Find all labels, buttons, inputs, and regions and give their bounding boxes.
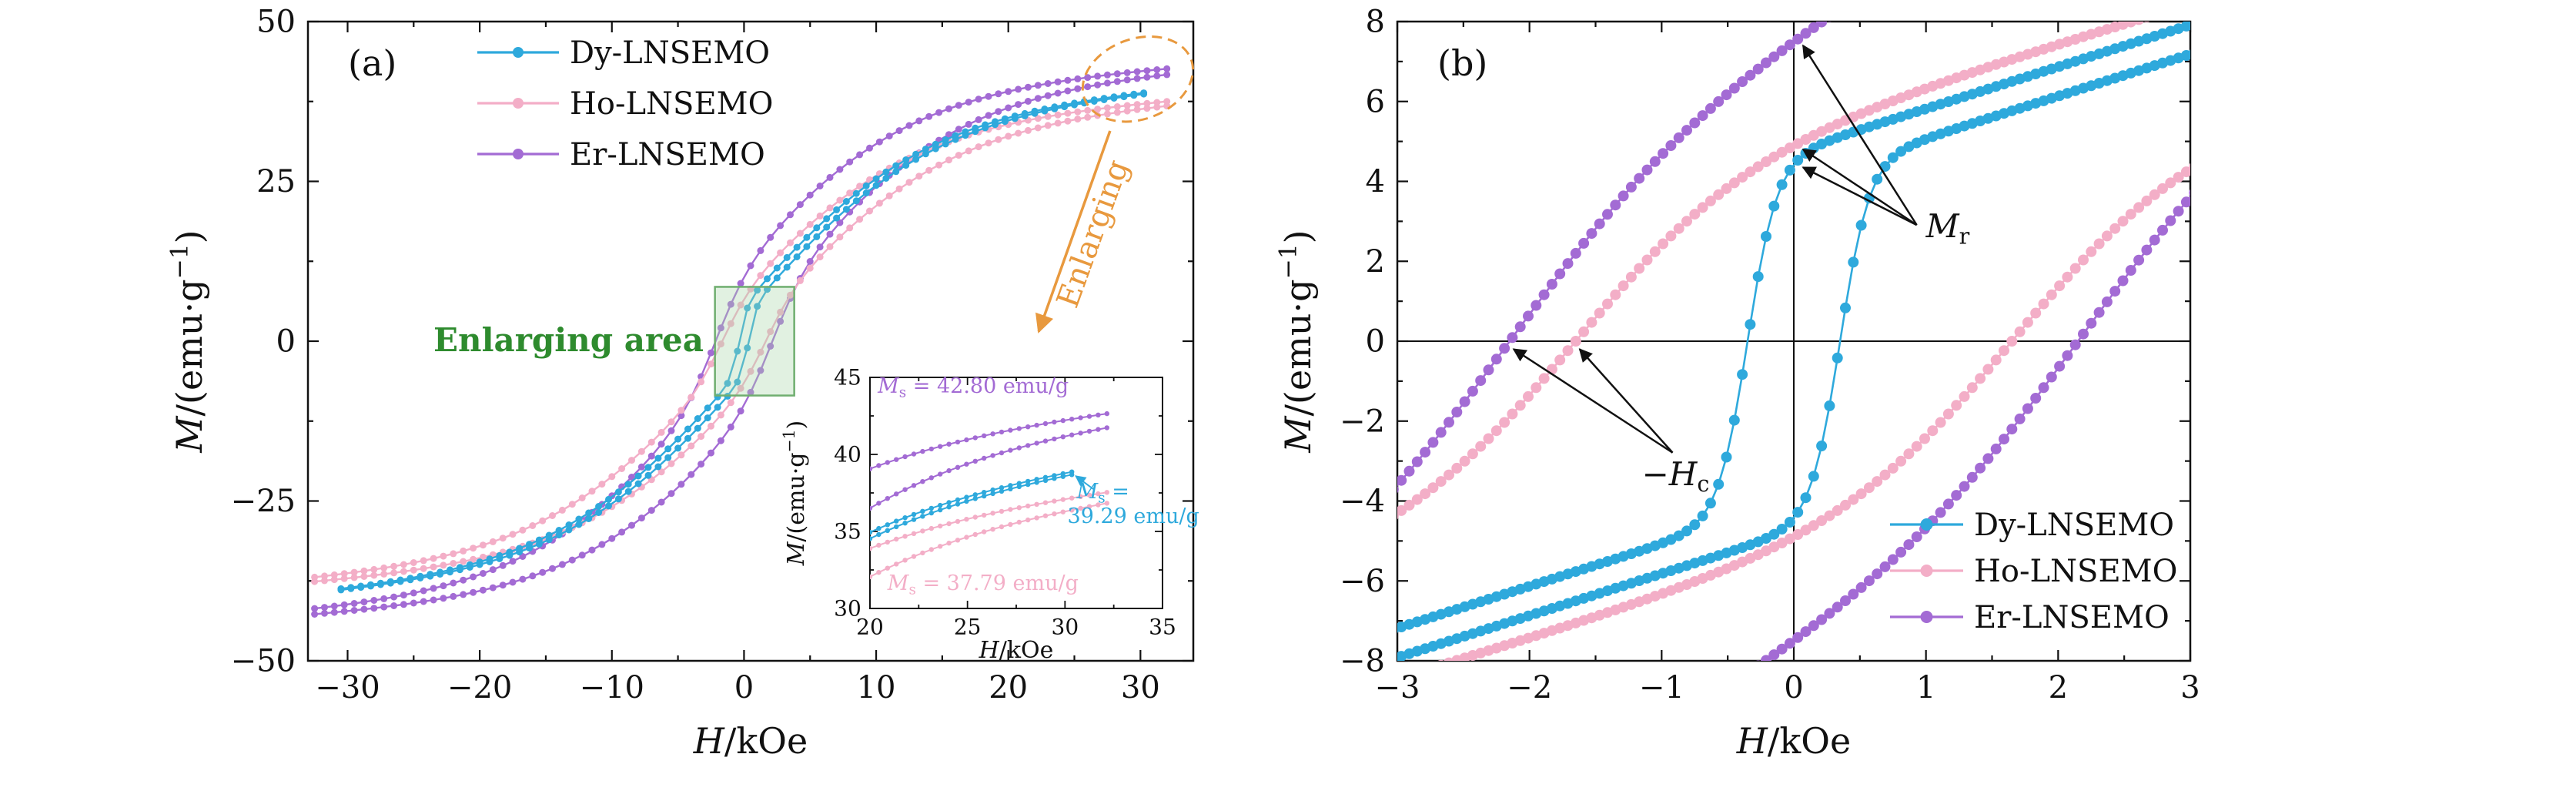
legend-label: Ho-LNSEMO <box>1974 554 2177 589</box>
y-tick-label: −25 <box>231 484 296 519</box>
inset-x-axis-label: H/kOe <box>979 637 1054 664</box>
y-tick-label: 8 <box>1366 5 1385 40</box>
inset-ms-annotation: Ms = 42.80 emu/g <box>877 374 1069 400</box>
mr-arrow <box>1802 44 1918 226</box>
enlarging-arrow <box>1035 130 1112 333</box>
series-dy-lnsemo-ascending-branch <box>1397 49 2190 661</box>
panel-label-a: (a) <box>348 42 396 84</box>
x-tick-label: −2 <box>1507 670 1552 705</box>
enlarging-area-box <box>714 286 795 397</box>
legend-item-er-lnsemo: Er-LNSEMO <box>477 137 765 173</box>
legend-item-er-lnsemo: Er-LNSEMO <box>1890 600 2170 635</box>
x-tick-label: 25 <box>954 615 982 640</box>
legend-label: Er-LNSEMO <box>570 137 765 173</box>
series-dy-lnsemo-descending-branch <box>870 469 1075 535</box>
legend-item-ho-lnsemo: Ho-LNSEMO <box>477 86 773 122</box>
panel-b: −3 −2 −1 0 1 2 3 −8 −6 −4 −2 0 2 4 6 8 H/kOe M/(emu·g−1) (… <box>1275 5 2200 762</box>
x-tick-label: −30 <box>315 670 380 705</box>
x-tick-label: 30 <box>1052 615 1079 640</box>
series-ho-lnsemo-ascending-branch <box>870 501 1110 580</box>
x-tick-label: 35 <box>1149 615 1176 640</box>
inset-background <box>867 374 1166 612</box>
legend-item-ho-lnsemo: Ho-LNSEMO <box>1890 554 2177 589</box>
series-ho-lnsemo-ascending-branch <box>311 102 1171 585</box>
inset-ms-annotation: Ms = <box>1076 480 1129 506</box>
legend-label: Dy-LNSEMO <box>1974 508 2174 543</box>
y-tick-label: 50 <box>256 5 296 40</box>
y-tick-label: −4 <box>1340 484 1385 519</box>
x-tick-label: −3 <box>1375 670 1420 705</box>
inset-ms-arrow <box>1075 475 1094 490</box>
mr-arrow <box>1802 166 1918 226</box>
y-tick-label: 0 <box>1366 324 1385 360</box>
series-er-lnsemo-ascending-branch <box>870 425 1110 511</box>
legend-label: Ho-LNSEMO <box>570 86 773 122</box>
x-tick-label: −20 <box>447 670 512 705</box>
x-tick-label: −10 <box>580 670 644 705</box>
series-ho-lnsemo-descending-branch <box>870 490 1110 551</box>
hc-arrow <box>1512 348 1674 454</box>
series-er-lnsemo-descending-branch <box>1397 22 1832 494</box>
legend-item-dy-lnsemo: Dy-LNSEMO <box>477 35 770 71</box>
mr-annotation-label: Mr <box>1925 207 1970 249</box>
x-axis-label-b: H/kOe <box>1736 720 1851 762</box>
y-axis-label-a: M/(emu·g−1) <box>166 230 210 453</box>
mr-arrow <box>1802 148 1918 226</box>
inset-y-axis-label: M/(emu·g−1) <box>780 421 810 567</box>
legend-label: Dy-LNSEMO <box>570 35 770 71</box>
enlarging-area-label: Enlarging area <box>433 321 704 359</box>
legend: Dy-LNSEMO Ho-LNSEMO Er-LNSEMO <box>1890 508 2177 635</box>
axes-box <box>1396 20 2192 662</box>
y-tick-label: 40 <box>834 442 861 467</box>
x-tick-label: 0 <box>734 670 754 705</box>
y-tick-label: −6 <box>1340 564 1385 599</box>
x-tick-label: 20 <box>856 615 884 640</box>
enlarging-ellipse <box>1081 35 1195 123</box>
hc-annotation-label: −Hc <box>1642 455 1710 497</box>
legend: Dy-LNSEMO Ho-LNSEMO Er-LNSEMO <box>477 35 773 173</box>
x-tick-label: 30 <box>1121 670 1160 705</box>
y-tick-label: −2 <box>1340 404 1385 439</box>
legend-label: Er-LNSEMO <box>1974 600 2170 635</box>
series-er-lnsemo-ascending-branch <box>1756 189 2190 661</box>
x-tick-label: 1 <box>1916 670 1935 705</box>
inset-ms-annotation: Ms = 37.79 emu/g <box>887 571 1079 598</box>
y-tick-label: 0 <box>276 324 296 360</box>
inset-panel: 20 25 30 35 30 35 40 45 H/kOe M/(emu·g−1) Ms = 42.… <box>780 365 1199 664</box>
series-ho-lnsemo-descending-branch <box>1397 22 2150 520</box>
y-tick-label: 2 <box>1366 244 1385 280</box>
x-tick-label: 10 <box>857 670 896 705</box>
series-er-lnsemo-ascending-branch <box>311 71 1171 618</box>
y-tick-label: 30 <box>834 596 861 622</box>
y-tick-label: 4 <box>1366 164 1385 199</box>
y-tick-label: 25 <box>256 164 296 199</box>
y-axis-label-b: M/(emu·g−1) <box>1275 230 1319 453</box>
series-dy-lnsemo-descending-branch <box>1397 22 2190 633</box>
y-tick-label: −50 <box>231 644 296 679</box>
x-tick-label: 20 <box>989 670 1028 705</box>
panel-a: −30 −20 −10 0 10 20 30−50−2502550H/kOeM/(emu·g… <box>166 5 1195 762</box>
y-tick-label: 6 <box>1366 84 1385 119</box>
series-dy-lnsemo-ascending-branch <box>870 472 1075 541</box>
axis-ticks <box>308 20 1193 662</box>
axes-box <box>306 20 1195 662</box>
legend-item-dy-lnsemo: Dy-LNSEMO <box>1890 508 2174 543</box>
x-tick-label: −1 <box>1639 670 1684 705</box>
x-axis-label-a: H/kOe <box>693 720 808 762</box>
x-tick-label: 0 <box>1784 670 1803 705</box>
y-tick-label: 45 <box>834 365 861 390</box>
x-tick-label: 3 <box>2180 670 2200 705</box>
inset-ms-annotation: 39.29 emu/g <box>1068 504 1199 528</box>
series-dy-lnsemo-ascending-branch <box>337 90 1148 594</box>
x-tick-label: 2 <box>2049 670 2068 705</box>
axes-box <box>869 377 1163 609</box>
panel-label-b: (b) <box>1437 42 1487 84</box>
y-tick-label: 35 <box>834 519 861 545</box>
series-ho-lnsemo-ascending-branch <box>1437 163 2190 661</box>
y-tick-label: −8 <box>1340 644 1385 679</box>
hc-arrow <box>1578 348 1674 454</box>
series-er-lnsemo-descending-branch <box>870 411 1110 471</box>
